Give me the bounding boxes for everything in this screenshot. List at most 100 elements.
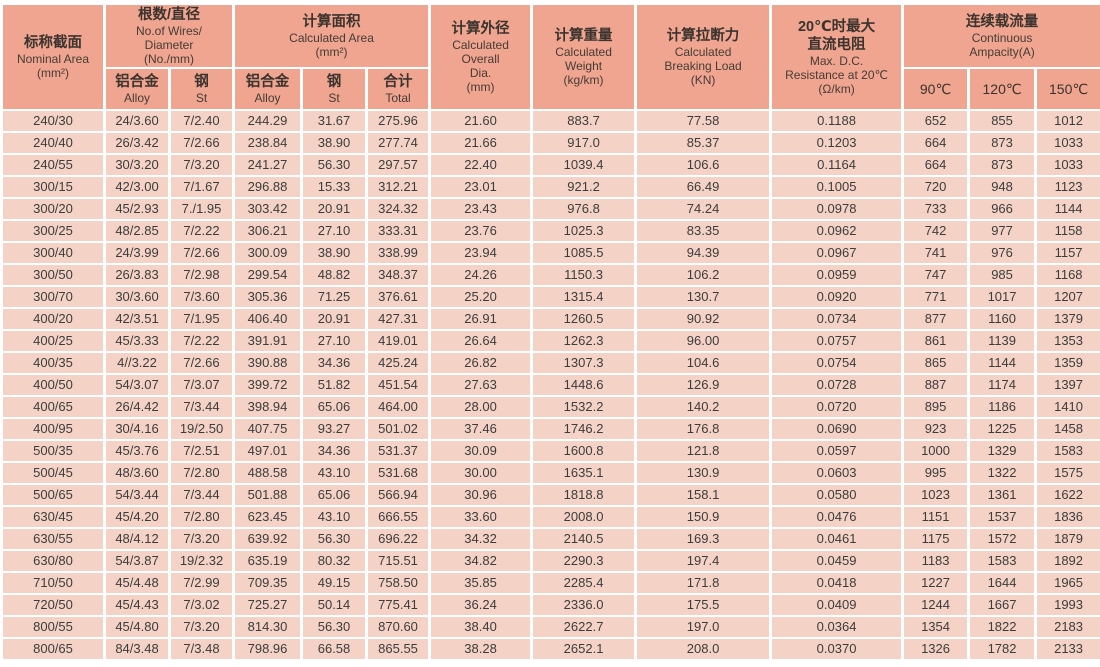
cell-nominal-area: 500/45 (3, 463, 103, 483)
col-header-ampacity: 连续载流量 Continuous Ampacity(A) (904, 5, 1100, 67)
breaking-load-label-en2: Breaking Load (664, 58, 742, 73)
cell-wires-alloy: 26/3.42 (106, 133, 168, 153)
cell-dc-resistance: 0.1005 (772, 177, 902, 197)
cell-wires-steel: 7/2.22 (171, 221, 233, 241)
wires-steel-label-en: St (195, 90, 208, 105)
cell-overall-dia: 26.91 (431, 309, 531, 329)
overall-dia-label-en1: Calculated (452, 37, 509, 52)
wires-alloy-label-en: Alloy (123, 90, 150, 105)
cell-area-total: 324.32 (368, 199, 429, 219)
cell-ampacity-120: 966 (970, 199, 1035, 219)
cell-breaking-load: 150.9 (637, 507, 770, 527)
cell-dc-resistance: 0.0370 (772, 639, 902, 659)
area-steel-label-en: St (328, 90, 340, 105)
cell-nominal-area: 300/50 (3, 265, 103, 285)
ampacity-label-en2: Ampacity(A) (969, 45, 1035, 60)
cell-wires-steel: 7/3.44 (171, 485, 233, 505)
table-row: 400/35 4//3.22 7/2.66 390.88 34.36 425.24 26.8… (3, 353, 1100, 373)
cell-weight: 2290.3 (533, 551, 635, 571)
cell-dc-resistance: 0.0603 (772, 463, 902, 483)
cell-area-steel: 49.15 (303, 573, 366, 593)
cell-area-total: 531.37 (368, 441, 429, 461)
cell-overall-dia: 35.85 (431, 573, 531, 593)
cell-breaking-load: 175.5 (637, 595, 770, 615)
dc-resistance-unit: (Ω/km) (818, 82, 855, 97)
table-row: 240/55 30/3.20 7/3.20 241.27 56.30 297.57 22.4… (3, 155, 1100, 175)
cell-ampacity-120: 1667 (970, 595, 1035, 615)
cell-overall-dia: 34.82 (431, 551, 531, 571)
table-row: 240/30 24/3.60 7/2.40 244.29 31.67 275.96 21.6… (3, 111, 1100, 131)
overall-dia-unit: (mm) (466, 80, 495, 95)
cell-nominal-area: 300/20 (3, 199, 103, 219)
cell-weight: 917.0 (533, 133, 635, 153)
cell-area-alloy: 709.35 (235, 573, 301, 593)
cell-dc-resistance: 0.0597 (772, 441, 902, 461)
weight-label-en1: Calculated (555, 44, 612, 59)
cell-ampacity-150: 1012 (1037, 111, 1100, 131)
cell-wires-alloy: 42/3.51 (106, 309, 168, 329)
cell-overall-dia: 30.00 (431, 463, 531, 483)
cell-overall-dia: 28.00 (431, 397, 531, 417)
cell-breaking-load: 90.92 (637, 309, 770, 329)
cell-weight: 1532.2 (533, 397, 635, 417)
cell-wires-steel: 7/3.60 (171, 287, 233, 307)
cell-area-total: 312.21 (368, 177, 429, 197)
cell-weight: 1315.4 (533, 287, 635, 307)
cell-weight: 1150.3 (533, 265, 635, 285)
cell-overall-dia: 21.60 (431, 111, 531, 131)
cell-ampacity-90: 652 (904, 111, 968, 131)
cell-weight: 1025.3 (533, 221, 635, 241)
cell-area-total: 333.31 (368, 221, 429, 241)
cell-wires-alloy: 26/3.83 (106, 265, 168, 285)
cell-overall-dia: 30.96 (431, 485, 531, 505)
cell-area-steel: 31.67 (303, 111, 366, 131)
cell-area-steel: 48.82 (303, 265, 366, 285)
col-header-breaking-load: 计算拉断力 Calculated Breaking Load (KN) (637, 5, 770, 109)
cell-area-alloy: 488.58 (235, 463, 301, 483)
table-row: 400/20 42/3.51 7/1.95 406.40 20.91 427.31 26.9… (3, 309, 1100, 329)
cell-nominal-area: 300/15 (3, 177, 103, 197)
cell-overall-dia: 26.82 (431, 353, 531, 373)
table-row: 300/40 24/3.99 7/2.66 300.09 38.90 338.99 23.9… (3, 243, 1100, 263)
cell-area-total: 666.55 (368, 507, 429, 527)
cell-breaking-load: 74.24 (637, 199, 770, 219)
cell-nominal-area: 500/65 (3, 485, 103, 505)
cell-overall-dia: 24.26 (431, 265, 531, 285)
cell-ampacity-120: 1572 (970, 529, 1035, 549)
cell-ampacity-90: 771 (904, 287, 968, 307)
cell-overall-dia: 33.60 (431, 507, 531, 527)
cell-area-steel: 50.14 (303, 595, 366, 615)
cell-weight: 1039.4 (533, 155, 635, 175)
cell-area-alloy: 406.40 (235, 309, 301, 329)
cell-ampacity-120: 1537 (970, 507, 1035, 527)
cell-area-alloy: 814.30 (235, 617, 301, 637)
cell-area-total: 501.02 (368, 419, 429, 439)
cell-wires-alloy: 24/3.60 (106, 111, 168, 131)
table-row: 240/40 26/3.42 7/2.66 238.84 38.90 277.74 21.6… (3, 133, 1100, 153)
cell-overall-dia: 23.01 (431, 177, 531, 197)
cell-weight: 1818.8 (533, 485, 635, 505)
cell-overall-dia: 27.63 (431, 375, 531, 395)
cell-breaking-load: 197.4 (637, 551, 770, 571)
cell-area-alloy: 798.96 (235, 639, 301, 659)
cell-area-steel: 43.10 (303, 507, 366, 527)
cell-dc-resistance: 0.0364 (772, 617, 902, 637)
cell-wires-steel: 19/2.50 (171, 419, 233, 439)
cell-wires-steel: 7/2.22 (171, 331, 233, 351)
cell-ampacity-120: 1822 (970, 617, 1035, 637)
cell-wires-steel: 7/2.66 (171, 353, 233, 373)
cell-ampacity-150: 1359 (1037, 353, 1100, 373)
cell-area-steel: 34.36 (303, 441, 366, 461)
weight-unit: (kg/km) (563, 73, 604, 88)
ampacity-label-en1: Continuous (971, 30, 1033, 45)
cell-wires-steel: 7/2.98 (171, 265, 233, 285)
cell-breaking-load: 169.3 (637, 529, 770, 549)
table-row: 300/50 26/3.83 7/2.98 299.54 48.82 348.37 24.2… (3, 265, 1100, 285)
subcol-ampacity-120: 120℃ (970, 69, 1035, 109)
subcol-area-total: 合计 Total (368, 69, 429, 109)
cell-dc-resistance: 0.1164 (772, 155, 902, 175)
cell-breaking-load: 121.8 (637, 441, 770, 461)
cell-area-alloy: 299.54 (235, 265, 301, 285)
cell-area-alloy: 296.88 (235, 177, 301, 197)
cell-area-alloy: 238.84 (235, 133, 301, 153)
